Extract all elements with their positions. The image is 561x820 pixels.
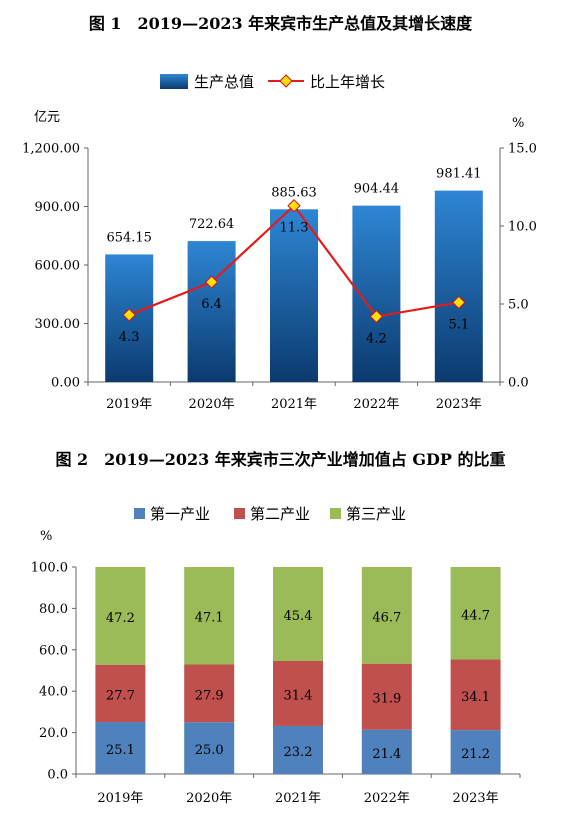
share-segment [450,730,501,774]
growth-point [369,309,384,324]
share-label: 25.0 [195,743,224,758]
share-label: 21.4 [372,747,401,762]
growth-label: 4.3 [119,330,140,345]
growth-label: 11.3 [280,221,309,236]
share-label: 31.4 [284,688,313,703]
share-segment [95,664,146,723]
share-segment [361,729,412,774]
y-tick-label: 100.0 [31,561,68,576]
x-tick-label: 2021年 [275,791,321,806]
legend-label: 第二产业 [250,505,310,523]
share-label: 46.7 [372,610,401,625]
right-tick-label: 15.0 [508,142,537,157]
gdp-bar-label: 654.15 [106,230,152,245]
right-tick-label: 0.0 [508,376,529,391]
y-tick-label: 20.0 [39,726,68,741]
share-label: 34.1 [461,690,490,705]
share-label: 21.2 [461,747,490,762]
x-tick-label: 2021年 [271,397,317,412]
gdp-growth-chart: 生产总值 比上年增长 亿元 % 0.00 300.00 600.00 900.00 1,200… [22,73,537,412]
share-segment [361,663,412,730]
share-segment [273,725,323,774]
x-tick-label: 2022年 [353,397,399,412]
left-tick-label: 900.00 [35,200,81,215]
growth-point [122,308,136,322]
gdp-bar-label: 981.41 [436,167,482,182]
x-tick-label: 2022年 [364,791,410,806]
share-label: 47.2 [106,611,135,626]
gdp-bar-label: 722.64 [189,217,235,232]
growth-label: 6.4 [201,297,222,312]
y-tick-label: 80.0 [39,602,68,617]
legend-label: 第三产业 [346,505,406,523]
legend-line-label: 比上年增长 [310,73,385,91]
x-tick-label: 2020年 [186,791,232,806]
gdp-bar [187,241,236,382]
share-segment [184,664,235,723]
x-tick-label: 2023年 [453,791,499,806]
growth-label: 5.1 [448,317,469,332]
chart1-title: 图 1 2019—2023 年来宾市生产总值及其增长速度 [88,14,473,33]
chart2-title: 图 2 2019—2023 年来宾市三次产业增加值占 GDP 的比重 [55,450,506,469]
growth-label: 4.2 [366,331,387,346]
legend-line-marker [279,74,293,88]
y-tick-label: 40.0 [39,685,68,700]
right-tick-label: 5.0 [508,298,529,313]
share-segment [184,722,235,774]
x-tick-label: 2019年 [97,791,143,806]
right-tick-label: 10.0 [508,220,537,235]
x-tick-label: 2023年 [436,397,482,412]
legend-swatch [134,508,145,519]
share-segment [450,659,501,731]
left-axis-unit: 亿元 [34,110,60,125]
legend-bar-label: 生产总值 [194,73,254,91]
left-tick-label: 600.00 [35,259,81,274]
share-label: 25.1 [106,743,135,758]
growth-point [452,295,466,310]
x-tick-label: 2020年 [189,397,235,412]
y-tick-label: 0.0 [47,768,68,783]
share-label: 23.2 [284,745,313,760]
legend-bar-swatch [160,74,188,89]
left-tick-label: 300.00 [35,317,81,332]
share-segment [95,567,146,665]
gdp-bar [434,190,483,382]
share-label: 31.9 [372,692,401,707]
growth-point [287,199,301,213]
x-tick-label: 2019年 [106,397,152,412]
share-label: 27.9 [195,688,224,703]
share-segment [273,567,323,661]
share-segment [450,567,501,660]
left-tick-label: 0.00 [51,376,80,391]
share-segment [361,567,412,664]
share-segment [184,567,235,665]
share-label: 44.7 [461,608,490,623]
right-axis-unit: % [512,116,524,131]
y-axis-unit: % [40,529,52,544]
share-label: 27.7 [106,688,135,703]
legend-label: 第一产业 [150,505,210,523]
share-label: 47.1 [195,611,224,626]
left-tick-label: 1,200.00 [22,142,80,157]
legend-swatch [234,508,245,519]
gdp-bar [270,209,318,382]
share-label: 45.4 [284,609,313,624]
y-tick-label: 60.0 [39,643,68,658]
share-segment [95,722,146,774]
gdp-bar-label: 904.44 [354,182,400,197]
gdp-bar-label: 885.63 [271,185,317,200]
legend-swatch [330,508,341,519]
share-segment [273,660,323,726]
growth-point [204,275,219,289]
